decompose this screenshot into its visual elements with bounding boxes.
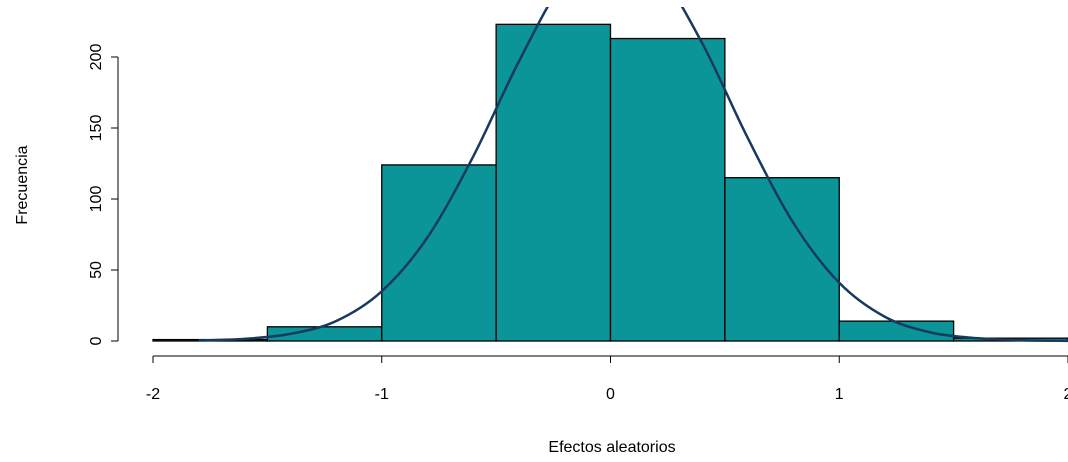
bar [838,320,955,342]
y-tick-label: 0 [88,336,105,345]
bar [495,23,612,342]
y-tick-label: 100 [88,186,105,213]
y-tick-label: 200 [88,44,105,71]
density-curve [198,7,1068,343]
bar [609,37,726,342]
x-tick-label: 2 [1064,386,1068,403]
x-tick-label: 1 [835,386,844,403]
y-axis-title: Frecuencia [14,145,31,224]
y-tick-label: 150 [88,115,105,142]
x-tick-label: -2 [146,386,160,403]
x-tick-label: -1 [375,386,389,403]
x-axis-title: Efectos aleatorios [548,439,675,456]
x-tick-label: 0 [606,386,615,403]
y-tick-label: 50 [88,261,105,279]
plot-area [152,7,1068,343]
bar [381,164,497,342]
